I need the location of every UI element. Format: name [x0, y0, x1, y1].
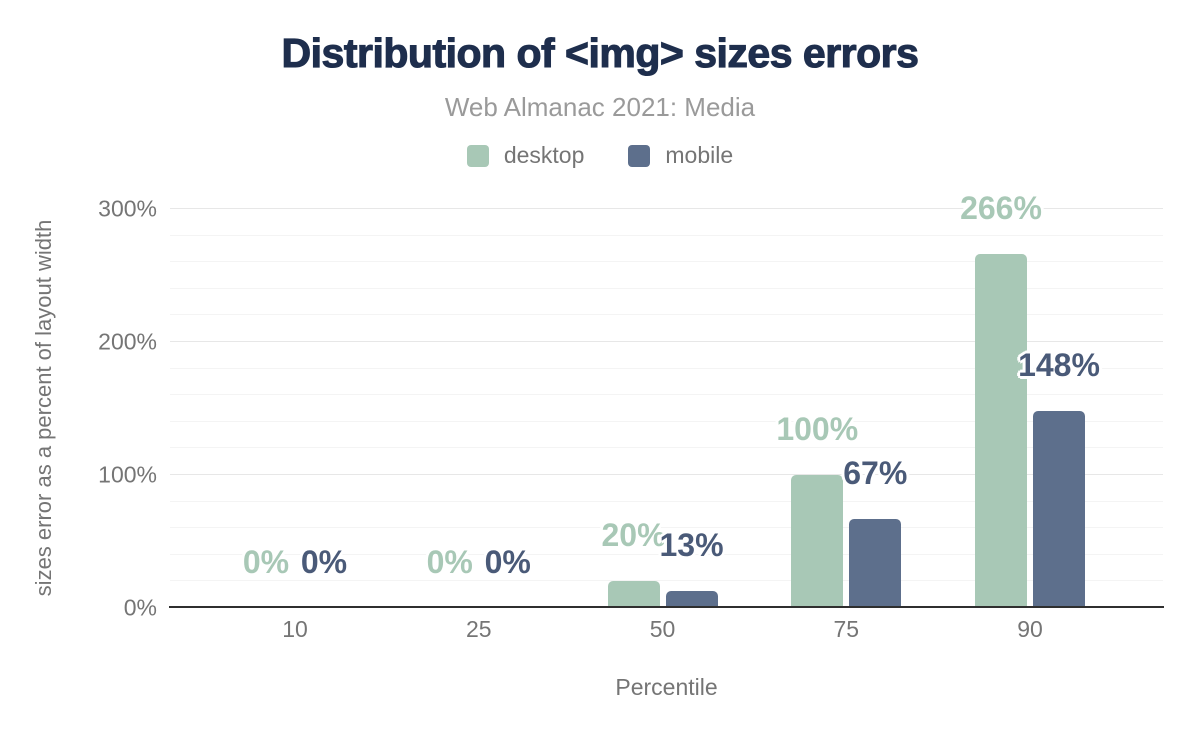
- x-tick-label: 25: [465, 616, 492, 642]
- legend-swatch-desktop-icon: [466, 144, 489, 167]
- bar-label-mobile-p75: 67%: [843, 454, 908, 491]
- minor-gridline: [170, 287, 1163, 289]
- y-tick-label: 100%: [98, 461, 157, 488]
- bar-label-mobile-p25: 0%: [484, 544, 531, 580]
- bar-label-desktop-p90: 266%: [960, 190, 1042, 227]
- x-axis-title: Percentile: [615, 674, 718, 700]
- minor-gridline: [170, 447, 1163, 449]
- bar-desktop-p50[interactable]: [607, 581, 660, 608]
- legend-label-desktop: desktop: [503, 142, 585, 168]
- bar-label-mobile-p90: 148%: [1018, 347, 1100, 384]
- bar-mobile-p75[interactable]: [849, 518, 902, 608]
- minor-gridline: [170, 261, 1163, 263]
- y-tick-label: 300%: [98, 195, 157, 222]
- bar-label-desktop-p25: 0%: [426, 544, 473, 580]
- bar-desktop-p75[interactable]: [791, 475, 844, 608]
- x-tick-label: 50: [649, 616, 676, 642]
- minor-gridline: [170, 314, 1163, 316]
- legend-swatch-mobile-icon: [628, 144, 651, 167]
- major-gridline: [170, 474, 1163, 475]
- minor-gridline: [170, 394, 1163, 396]
- minor-gridline: [170, 234, 1163, 236]
- y-tick-label: 0%: [123, 594, 157, 621]
- minor-gridline: [170, 420, 1163, 422]
- major-gridline: [170, 341, 1163, 342]
- legend-label-mobile: mobile: [665, 142, 734, 168]
- bar-label-mobile-p50: 13%: [659, 526, 724, 563]
- bar-label-desktop-p10: 0%: [242, 544, 290, 580]
- x-tick-label: 75: [833, 616, 860, 642]
- minor-gridline: [170, 367, 1163, 369]
- minor-gridline: [170, 527, 1163, 529]
- minor-gridline: [170, 500, 1163, 502]
- chart-subtitle: Web Almanac 2021: Media: [444, 92, 756, 122]
- chart-title: Distribution of <img> sizes errors: [281, 29, 919, 76]
- legend-item-mobile[interactable]: mobile: [628, 142, 733, 169]
- bar-desktop-p90[interactable]: [975, 254, 1027, 608]
- bar-mobile-p50[interactable]: [665, 590, 718, 608]
- bar-label-mobile-p10: 0%: [300, 544, 348, 580]
- x-axis-ticks: 10 25 50 75 90: [170, 616, 1163, 646]
- legend-item-desktop[interactable]: desktop: [466, 142, 585, 169]
- plot-area: 0% 0% 0% 0% 20% 13% 100% 67% 266% 148%: [170, 192, 1163, 608]
- bar-mobile-p90[interactable]: [1033, 411, 1085, 608]
- bar-label-desktop-p75: 100%: [776, 411, 859, 447]
- minor-gridline: [170, 580, 1163, 582]
- legend: desktop mobile: [0, 142, 1200, 169]
- x-tick-label: 90: [1017, 616, 1043, 642]
- x-axis-line: [169, 606, 1164, 608]
- y-tick-label: 200%: [98, 328, 157, 355]
- x-tick-label: 10: [282, 616, 308, 642]
- minor-gridline: [170, 553, 1163, 555]
- major-gridline: [170, 208, 1163, 209]
- y-axis-ticks: 0% 100% 200% 300%: [0, 196, 157, 621]
- bar-label-desktop-p50: 20%: [601, 517, 666, 554]
